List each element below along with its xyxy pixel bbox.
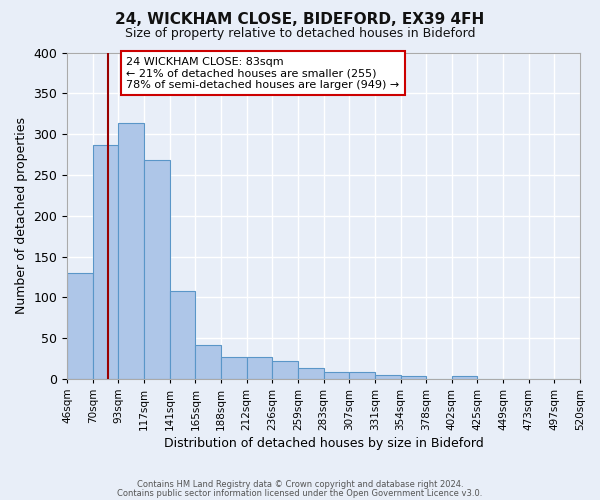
Bar [221, 357, 247, 379]
X-axis label: Distribution of detached houses by size in Bideford: Distribution of detached houses by size … [164, 437, 484, 450]
Bar [247, 357, 272, 379]
Text: 24, WICKHAM CLOSE, BIDEFORD, EX39 4FH: 24, WICKHAM CLOSE, BIDEFORD, EX39 4FH [115, 12, 485, 28]
Bar [272, 361, 298, 379]
Text: Contains public sector information licensed under the Open Government Licence v3: Contains public sector information licen… [118, 488, 482, 498]
Y-axis label: Number of detached properties: Number of detached properties [15, 117, 28, 314]
Bar [298, 368, 323, 379]
Bar [170, 291, 196, 379]
Text: Size of property relative to detached houses in Bideford: Size of property relative to detached ho… [125, 28, 475, 40]
Bar [349, 372, 375, 379]
Bar [323, 372, 349, 379]
Bar [452, 376, 478, 379]
Bar [144, 160, 170, 379]
Bar [375, 375, 401, 379]
Text: Contains HM Land Registry data © Crown copyright and database right 2024.: Contains HM Land Registry data © Crown c… [137, 480, 463, 489]
Bar [67, 273, 93, 379]
Bar [93, 144, 118, 379]
Bar [118, 124, 144, 379]
Text: 24 WICKHAM CLOSE: 83sqm
← 21% of detached houses are smaller (255)
78% of semi-d: 24 WICKHAM CLOSE: 83sqm ← 21% of detache… [126, 56, 400, 90]
Bar [196, 346, 221, 379]
Bar [401, 376, 426, 379]
